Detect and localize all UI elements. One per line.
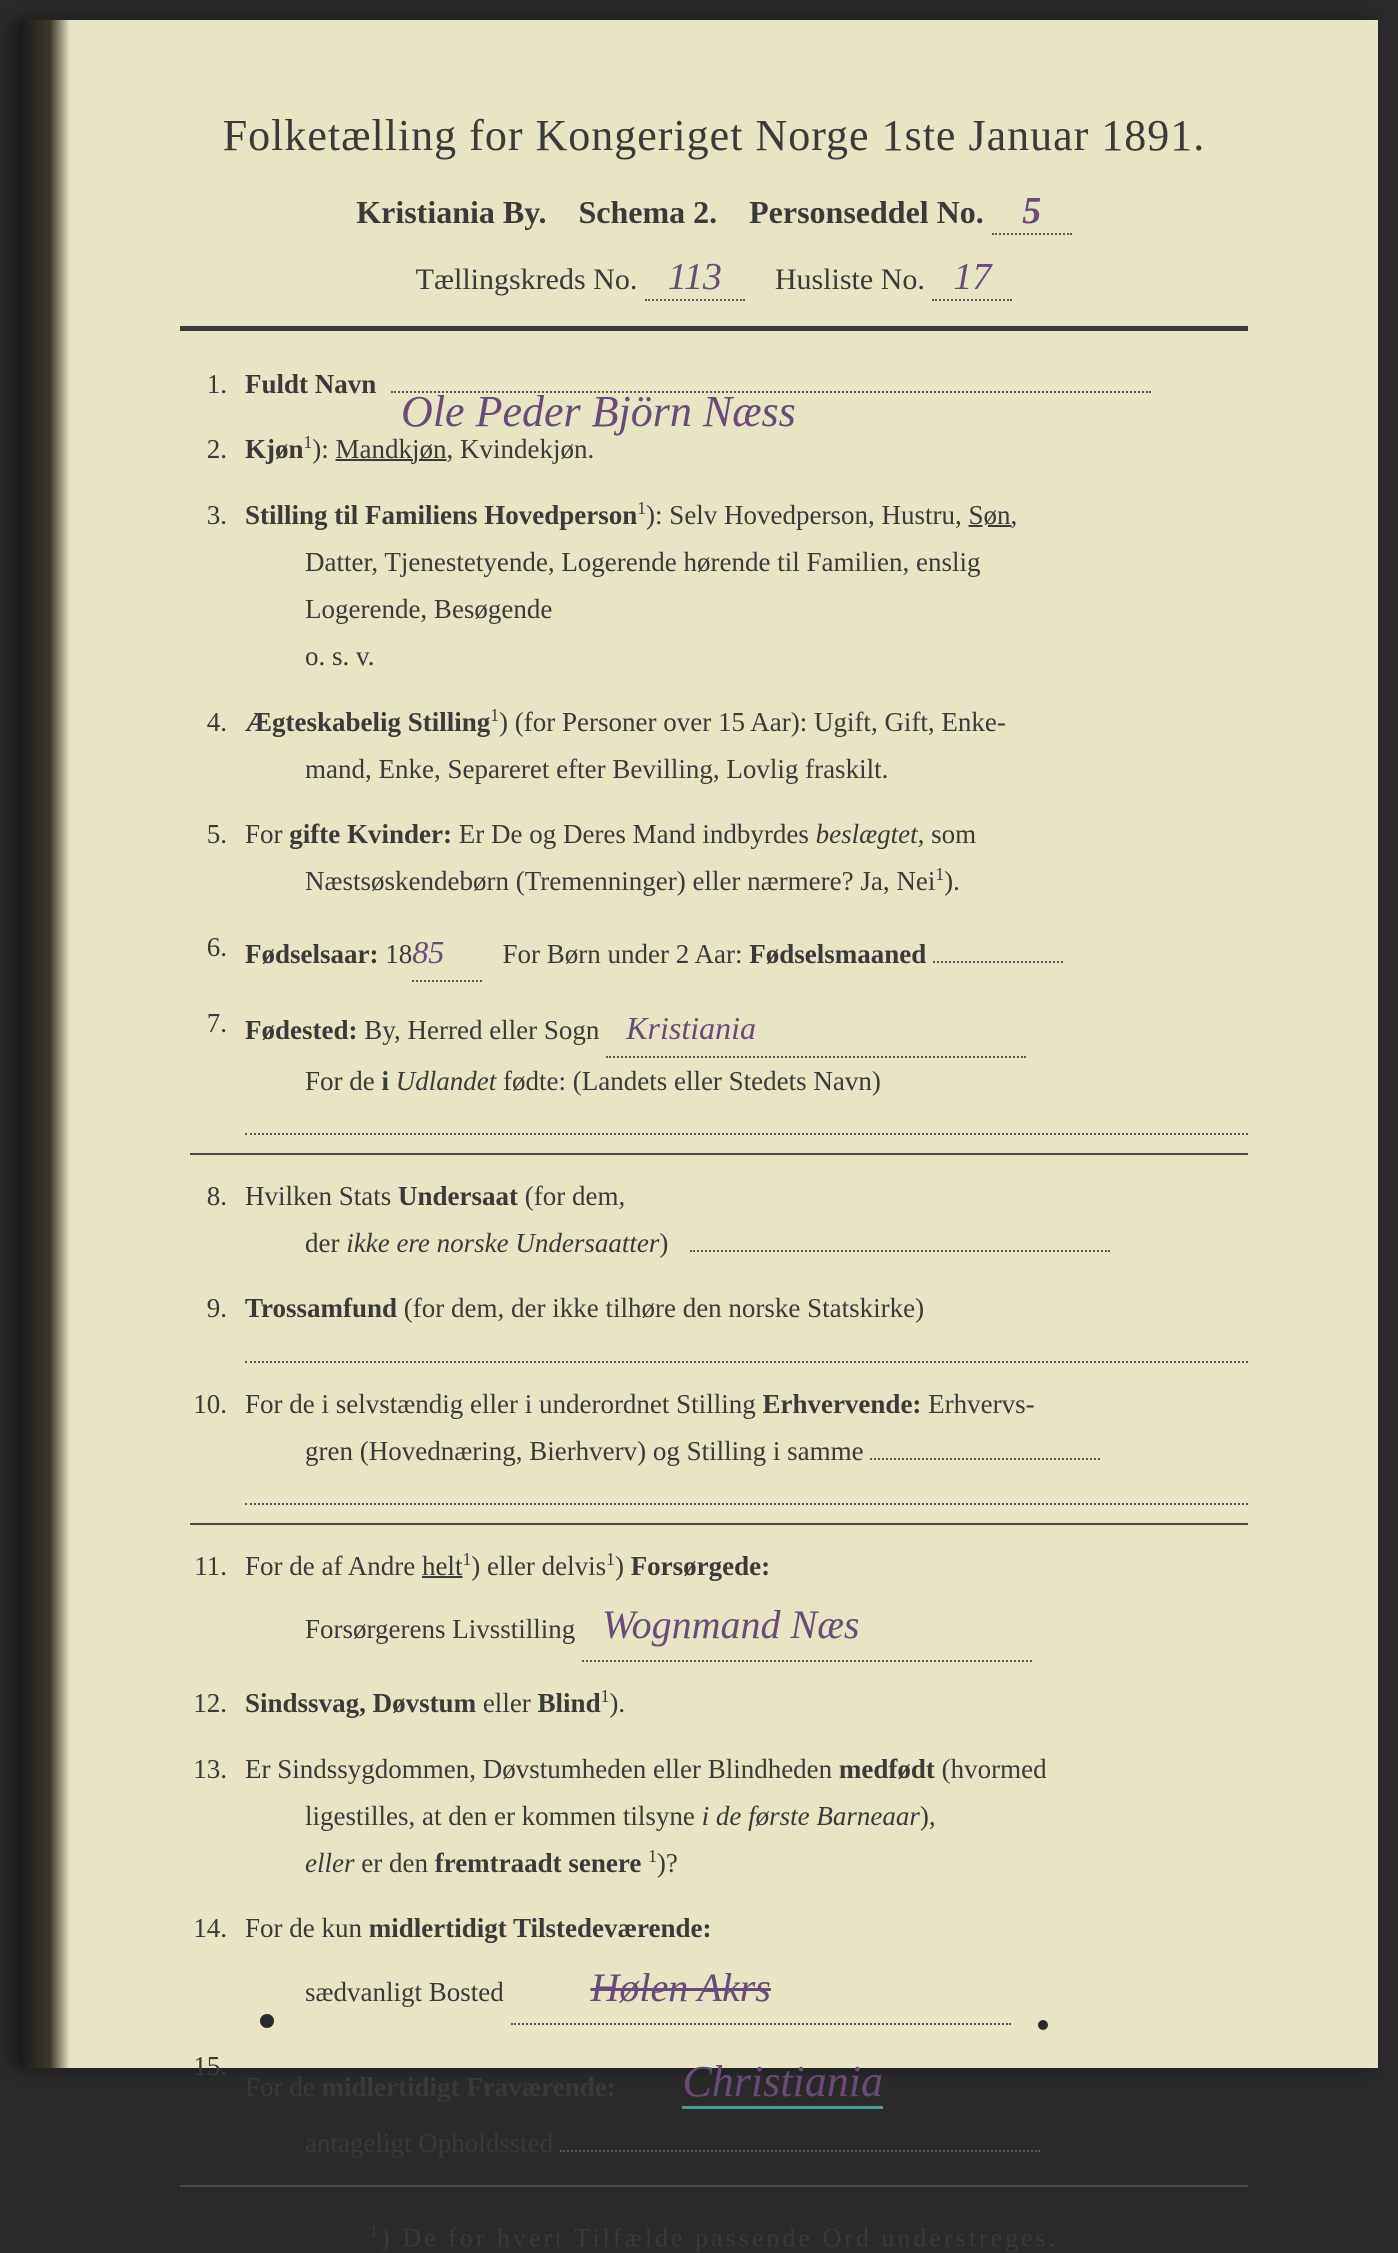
q12-content: Sindssvag, Døvstum eller Blind1). <box>245 1680 1248 1727</box>
q1-label: Fuldt Navn <box>245 369 376 399</box>
ink-blot <box>260 2014 274 2028</box>
q9-content: Trossamfund (for dem, der ikke tilhøre d… <box>245 1285 1248 1362</box>
q3: 3. Stilling til Familiens Hovedperson1):… <box>190 492 1248 681</box>
binding-shadow <box>20 20 70 2068</box>
q3-num: 3. <box>190 492 245 681</box>
q4: 4. Ægteskabelig Stilling1) (for Personer… <box>190 699 1248 794</box>
q1-value: Ole Peder Björn Næss <box>401 373 796 450</box>
q4-num: 4. <box>190 699 245 794</box>
q2-num: 2. <box>190 426 245 473</box>
q15-value: Christiania <box>682 2057 883 2109</box>
footnote: 1) De for hvert Tilfælde passende Ord un… <box>180 2222 1248 2253</box>
divider-thick <box>180 326 1248 331</box>
q1-content: Fuldt Navn Ole Peder Björn Næss <box>245 361 1248 408</box>
kreds-label: Tællingskreds No. <box>416 263 638 296</box>
q11-num: 11. <box>190 1543 245 1662</box>
q4-label: Ægteskabelig Stilling <box>245 707 490 737</box>
q6-content: Fødselsaar: 1885 For Børn under 2 Aar: F… <box>245 924 1248 982</box>
q7-num: 7. <box>190 1000 245 1135</box>
divider-thin-3 <box>180 2185 1248 2187</box>
q11: 11. For de af Andre helt1) eller delvis1… <box>190 1543 1248 1662</box>
divider-thin-1 <box>190 1153 1248 1155</box>
husliste-label: Husliste No. <box>775 263 925 296</box>
q14-num: 14. <box>190 1905 245 2024</box>
q8: 8. Hvilken Stats Undersaat (for dem, der… <box>190 1173 1248 1268</box>
q9-num: 9. <box>190 1285 245 1362</box>
q15-num: 15. <box>190 2043 245 2167</box>
q13: 13. Er Sindssygdommen, Døvstumheden elle… <box>190 1746 1248 1888</box>
main-title: Folketælling for Kongeriget Norge 1ste J… <box>180 110 1248 161</box>
q11-content: For de af Andre helt1) eller delvis1) Fo… <box>245 1543 1248 1662</box>
q9: 9. Trossamfund (for dem, der ikke tilhør… <box>190 1285 1248 1362</box>
ink-blot-2 <box>1038 2020 1048 2030</box>
subtitle-line-2: Tællingskreds No. 113 Husliste No. 17 <box>180 255 1248 301</box>
husliste-value: 17 <box>953 256 991 298</box>
q2-label: Kjøn <box>245 434 304 464</box>
q1-num: 1. <box>190 361 245 408</box>
q11-value: Wognmand Næs <box>602 1602 859 1647</box>
person-label: Personseddel No. <box>749 194 984 230</box>
q6: 6. Fødselsaar: 1885 For Børn under 2 Aar… <box>190 924 1248 982</box>
schema: Schema 2. <box>578 194 717 230</box>
q12-num: 12. <box>190 1680 245 1727</box>
q7-content: Fødested: By, Herred eller Sogn Kristian… <box>245 1000 1248 1135</box>
q7-place: Kristiania <box>626 1010 756 1046</box>
q3-content: Stilling til Familiens Hovedperson1): Se… <box>245 492 1248 681</box>
person-no-value: 5 <box>1022 190 1041 232</box>
q5-num: 5. <box>190 811 245 906</box>
q14: 14. For de kun midlertidigt Tilstedevære… <box>190 1905 1248 2024</box>
q10-num: 10. <box>190 1381 245 1506</box>
q8-num: 8. <box>190 1173 245 1268</box>
q1: 1. Fuldt Navn Ole Peder Björn Næss <box>190 361 1248 408</box>
q10-content: For de i selvstændig eller i underordnet… <box>245 1381 1248 1506</box>
q6-year: 85 <box>412 934 444 970</box>
q5-content: For gifte Kvinder: Er De og Deres Mand i… <box>245 811 1248 906</box>
question-list: 1. Fuldt Navn Ole Peder Björn Næss 2. Kj… <box>180 361 1248 2167</box>
q4-content: Ægteskabelig Stilling1) (for Personer ov… <box>245 699 1248 794</box>
q12: 12. Sindssvag, Døvstum eller Blind1). <box>190 1680 1248 1727</box>
kreds-value: 113 <box>668 256 722 298</box>
q8-content: Hvilken Stats Undersaat (for dem, der ik… <box>245 1173 1248 1268</box>
q6-num: 6. <box>190 924 245 982</box>
q6-label: Fødselsaar: <box>245 939 378 969</box>
q15: 15. For de midlertidigt Fraværende: Chri… <box>190 2043 1248 2167</box>
q13-content: Er Sindssygdommen, Døvstumheden eller Bl… <box>245 1746 1248 1888</box>
subtitle-line: Kristiania By. Schema 2. Personseddel No… <box>180 189 1248 235</box>
form-header: Folketælling for Kongeriget Norge 1ste J… <box>180 110 1248 301</box>
q7-label: Fødested: <box>245 1015 357 1045</box>
q14-content: For de kun midlertidigt Tilstedeværende:… <box>245 1905 1248 2024</box>
q3-selected: Søn, <box>969 500 1018 530</box>
q15-content: For de midlertidigt Fraværende: Christia… <box>245 2043 1248 2167</box>
q5: 5. For gifte Kvinder: Er De og Deres Man… <box>190 811 1248 906</box>
q10: 10. For de i selvstændig eller i underor… <box>190 1381 1248 1506</box>
city: Kristiania By. <box>356 194 546 230</box>
q14-value: Hølen Akrs <box>591 1965 771 2010</box>
census-form-page: Folketælling for Kongeriget Norge 1ste J… <box>20 20 1378 2068</box>
divider-thin-2 <box>190 1523 1248 1525</box>
q13-num: 13. <box>190 1746 245 1888</box>
q3-label: Stilling til Familiens Hovedperson <box>245 500 637 530</box>
q7: 7. Fødested: By, Herred eller Sogn Krist… <box>190 1000 1248 1135</box>
